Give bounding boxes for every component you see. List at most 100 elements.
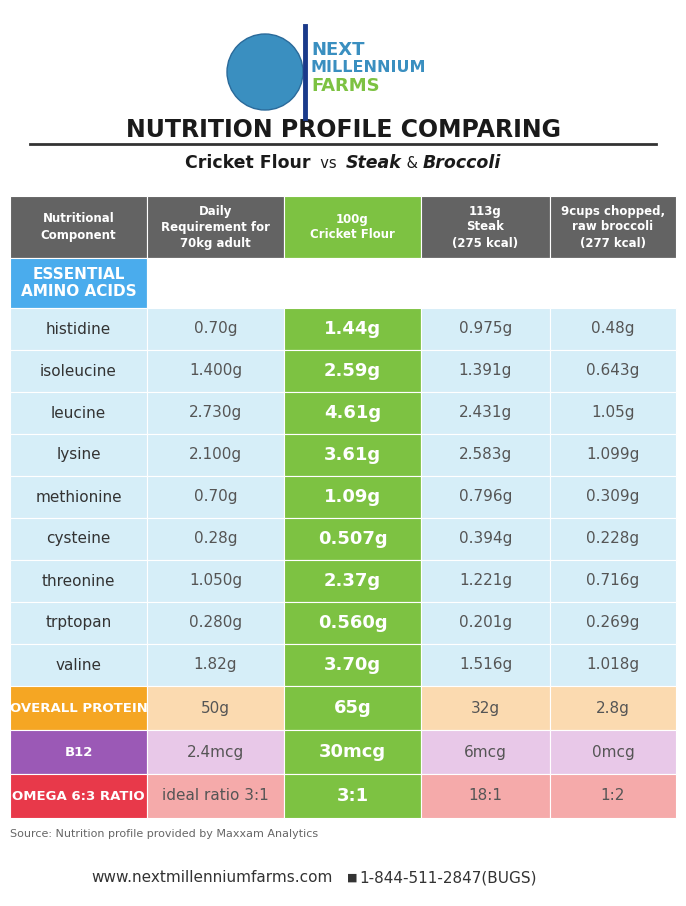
Text: 0.48g: 0.48g <box>591 322 635 336</box>
Text: B12: B12 <box>64 746 93 758</box>
Text: vs: vs <box>311 156 346 170</box>
Bar <box>421 730 550 774</box>
Text: Daily
Requirement for
70kg adult: Daily Requirement for 70kg adult <box>161 205 270 249</box>
Bar <box>147 308 284 350</box>
Text: 1.09g: 1.09g <box>324 488 381 506</box>
Text: 50g: 50g <box>201 700 230 716</box>
Bar <box>421 518 550 560</box>
Bar <box>284 476 421 518</box>
Bar <box>147 476 284 518</box>
Bar <box>421 308 550 350</box>
Text: 0.507g: 0.507g <box>318 530 388 548</box>
Text: &: & <box>401 156 422 170</box>
Text: 1.516g: 1.516g <box>459 658 512 672</box>
Text: Steak: Steak <box>346 154 401 172</box>
Text: 2.8g: 2.8g <box>596 700 630 716</box>
Bar <box>284 308 421 350</box>
Text: 3:1: 3:1 <box>336 787 368 805</box>
Bar <box>421 686 550 730</box>
Text: 0.643g: 0.643g <box>587 363 639 379</box>
Text: 113g
Steak
(275 kcal): 113g Steak (275 kcal) <box>453 205 519 249</box>
Text: 0.280g: 0.280g <box>189 615 242 631</box>
Text: www.nextmillenniumfarms.com: www.nextmillenniumfarms.com <box>92 871 333 885</box>
Bar <box>10 350 147 392</box>
Bar <box>550 774 676 818</box>
Text: 18:1: 18:1 <box>469 788 503 804</box>
Bar <box>284 560 421 602</box>
Bar <box>147 434 284 476</box>
Bar <box>284 730 421 774</box>
Bar <box>10 258 147 308</box>
Text: ■: ■ <box>347 873 357 883</box>
Bar <box>550 476 676 518</box>
Text: 0.269g: 0.269g <box>587 615 639 631</box>
Bar <box>550 308 676 350</box>
Text: 0.28g: 0.28g <box>193 532 237 546</box>
Text: Broccoli: Broccoli <box>422 154 501 172</box>
Bar <box>10 518 147 560</box>
Text: NEXT: NEXT <box>311 41 364 59</box>
Bar <box>550 196 676 258</box>
Text: ESSENTIAL
AMINO ACIDS: ESSENTIAL AMINO ACIDS <box>21 266 137 299</box>
Text: 2.730g: 2.730g <box>189 406 242 420</box>
Bar <box>10 196 147 258</box>
Text: OVERALL PROTEIN: OVERALL PROTEIN <box>10 701 147 715</box>
Bar <box>284 258 421 308</box>
Bar <box>10 774 147 818</box>
Bar <box>147 644 284 686</box>
Text: 30mcg: 30mcg <box>319 743 386 761</box>
Bar <box>421 774 550 818</box>
Text: 1.400g: 1.400g <box>189 363 242 379</box>
Text: 1.82g: 1.82g <box>193 658 237 672</box>
Text: 0.796g: 0.796g <box>459 489 512 505</box>
Text: 0.70g: 0.70g <box>193 322 237 336</box>
Bar <box>421 350 550 392</box>
Text: 2.100g: 2.100g <box>189 448 242 462</box>
Bar <box>550 686 676 730</box>
Bar <box>550 350 676 392</box>
Text: 32g: 32g <box>471 700 500 716</box>
Bar <box>284 644 421 686</box>
Text: OMEGA 6:3 RATIO: OMEGA 6:3 RATIO <box>12 789 145 803</box>
Text: FARMS: FARMS <box>311 77 379 95</box>
Bar <box>550 730 676 774</box>
Text: 1.05g: 1.05g <box>591 406 635 420</box>
Bar <box>147 350 284 392</box>
Bar <box>10 560 147 602</box>
Bar <box>421 560 550 602</box>
Bar <box>10 392 147 434</box>
Text: 0.394g: 0.394g <box>459 532 512 546</box>
Bar <box>550 602 676 644</box>
Bar <box>284 774 421 818</box>
Bar <box>10 434 147 476</box>
Bar <box>147 196 284 258</box>
Bar <box>10 686 147 730</box>
Bar <box>550 258 676 308</box>
Bar <box>550 560 676 602</box>
Text: 65g: 65g <box>333 699 371 717</box>
Bar <box>550 434 676 476</box>
Bar <box>10 602 147 644</box>
Text: 1.050g: 1.050g <box>189 573 242 589</box>
Bar <box>10 730 147 774</box>
Text: methionine: methionine <box>35 489 122 505</box>
Text: 3.70g: 3.70g <box>324 656 381 674</box>
Bar <box>421 196 550 258</box>
Bar <box>284 392 421 434</box>
Text: isoleucine: isoleucine <box>40 363 117 379</box>
Text: 1.018g: 1.018g <box>587 658 639 672</box>
Bar <box>421 644 550 686</box>
Text: 1.391g: 1.391g <box>459 363 512 379</box>
Bar <box>550 518 676 560</box>
Text: Nutritional
Component: Nutritional Component <box>40 213 117 242</box>
Text: 0mcg: 0mcg <box>591 745 635 759</box>
Bar <box>421 602 550 644</box>
Text: leucine: leucine <box>51 406 106 420</box>
Text: Cricket Flour: Cricket Flour <box>185 154 311 172</box>
Bar <box>284 434 421 476</box>
Text: ideal ratio 3:1: ideal ratio 3:1 <box>162 788 269 804</box>
Bar <box>421 392 550 434</box>
Text: 9cups chopped,
raw broccoli
(277 kcal): 9cups chopped, raw broccoli (277 kcal) <box>561 205 665 249</box>
Bar <box>550 644 676 686</box>
Bar <box>284 350 421 392</box>
